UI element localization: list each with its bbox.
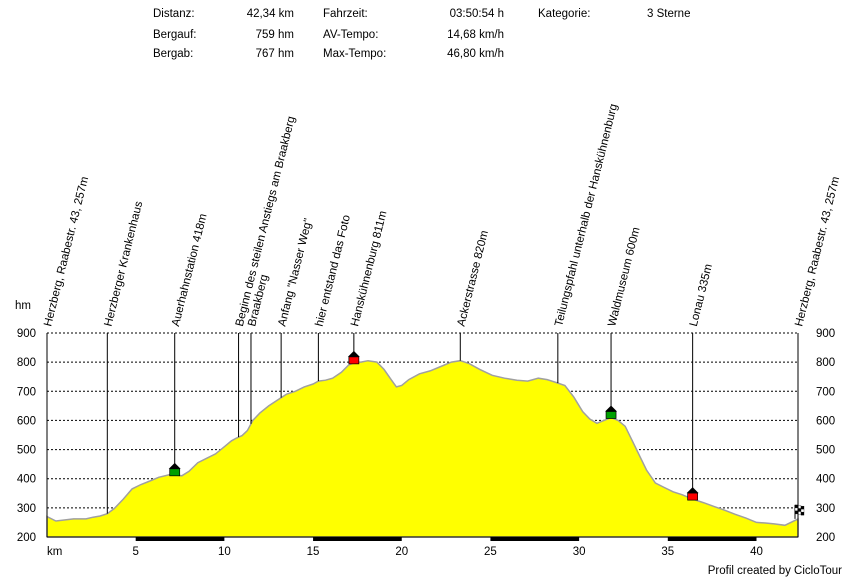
y-tick-label-left: 700 xyxy=(17,386,36,398)
summit-marker-roof xyxy=(605,405,618,412)
summit-marker-green xyxy=(169,468,181,477)
axis-layer: 200 200 300 300 400 400 500 500 600 600 700 700 800 8… xyxy=(17,328,835,558)
x-scale-segment xyxy=(313,537,402,541)
x-scale-segment xyxy=(490,537,580,541)
y-tick-label-left: 500 xyxy=(17,445,36,457)
x-tick-label: 35 xyxy=(661,546,674,558)
ascent-label: Bergauf: xyxy=(153,29,197,41)
waypoint-label: Auerhahnstation 418m xyxy=(170,213,210,328)
category-label: Kategorie: xyxy=(538,8,591,20)
max-speed-value: 46,80 km/h xyxy=(447,48,504,60)
waypoint-label: hier entstand das Foto xyxy=(314,214,353,328)
y-tick-label-right: 600 xyxy=(816,415,835,427)
time-label: Fahrzeit: xyxy=(323,8,368,20)
summit-marker-red xyxy=(348,356,360,365)
y-tick-label-left: 200 xyxy=(17,532,36,544)
max-speed-label: Max-Tempo: xyxy=(323,48,387,60)
avg-speed-value: 14,68 km/h xyxy=(447,29,504,41)
avg-speed-label: AV-Tempo: xyxy=(323,29,379,41)
y-tick-label-left: 900 xyxy=(17,328,36,340)
y-tick-label-right: 900 xyxy=(816,328,835,340)
credit-text: Profil created by CicloTour xyxy=(707,565,842,577)
y-tick-label-right: 500 xyxy=(816,445,835,457)
x-scale-segment xyxy=(135,537,225,541)
finish-flag-icon xyxy=(794,504,805,519)
waypoint-label: Herzberg, Raabestr. 43, 257m xyxy=(793,175,842,327)
distance-value: 42,34 km xyxy=(246,8,294,20)
distance-label: Distanz: xyxy=(153,8,195,20)
elevation-area xyxy=(46,359,799,538)
x-tick-label: 40 xyxy=(750,546,763,558)
category-value: 3 Sterne xyxy=(647,8,691,20)
x-tick-label: 15 xyxy=(307,546,320,558)
waypoint-label: Teilungspfahl unterhalb der Hanskühnenbu… xyxy=(553,103,620,328)
summit-marker-red xyxy=(687,492,698,501)
y-tick-label-right: 400 xyxy=(816,474,835,486)
y-axis-unit-label: hm xyxy=(15,300,31,312)
x-axis-unit-label: km xyxy=(47,546,62,558)
ascent-value: 759 hm xyxy=(255,29,294,41)
descent-label: Bergab: xyxy=(153,48,194,60)
waypoint-label: Herzberg, Raabestr. 43, 257m xyxy=(42,175,91,327)
y-tick-label-right: 200 xyxy=(816,532,835,544)
x-tick-label: 25 xyxy=(484,546,497,558)
x-tick-label: 30 xyxy=(573,546,586,558)
waypoint-label: Herzberger Krankenhaus xyxy=(103,200,146,328)
waypoint-label: Waldmuseum 600m xyxy=(606,226,642,328)
y-tick-label-left: 800 xyxy=(17,357,36,369)
x-tick-label: 20 xyxy=(395,546,408,558)
x-tick-label: 5 xyxy=(132,546,138,558)
waypoint-label: Anfang "Nasser Weg" xyxy=(276,217,314,327)
y-tick-label-right: 300 xyxy=(816,503,835,515)
descent-value: 767 hm xyxy=(255,48,294,60)
y-tick-label-right: 800 xyxy=(816,357,835,369)
y-tick-label-left: 300 xyxy=(17,503,36,515)
time-value: 03:50:54 h xyxy=(449,8,504,20)
summit-marker-roof xyxy=(347,350,360,357)
finish-flag-square xyxy=(800,505,805,510)
y-tick-label-left: 600 xyxy=(17,415,36,427)
summit-marker-roof xyxy=(168,462,181,469)
y-tick-label-left: 400 xyxy=(17,474,36,486)
summit-marker-green xyxy=(605,411,617,419)
waypoint-label: Lonau 335m xyxy=(688,263,715,328)
x-scale-segment xyxy=(667,537,757,541)
finish-flag-square xyxy=(800,511,805,516)
y-tick-label-right: 700 xyxy=(816,386,835,398)
waypoint-label: Hanskühnenburg 811m xyxy=(349,210,389,328)
summit-marker-roof xyxy=(686,487,699,494)
x-tick-label: 10 xyxy=(218,546,231,558)
finish-flag-square xyxy=(800,508,805,513)
waypoint-label: Ackerstrasse 820m xyxy=(456,229,491,327)
